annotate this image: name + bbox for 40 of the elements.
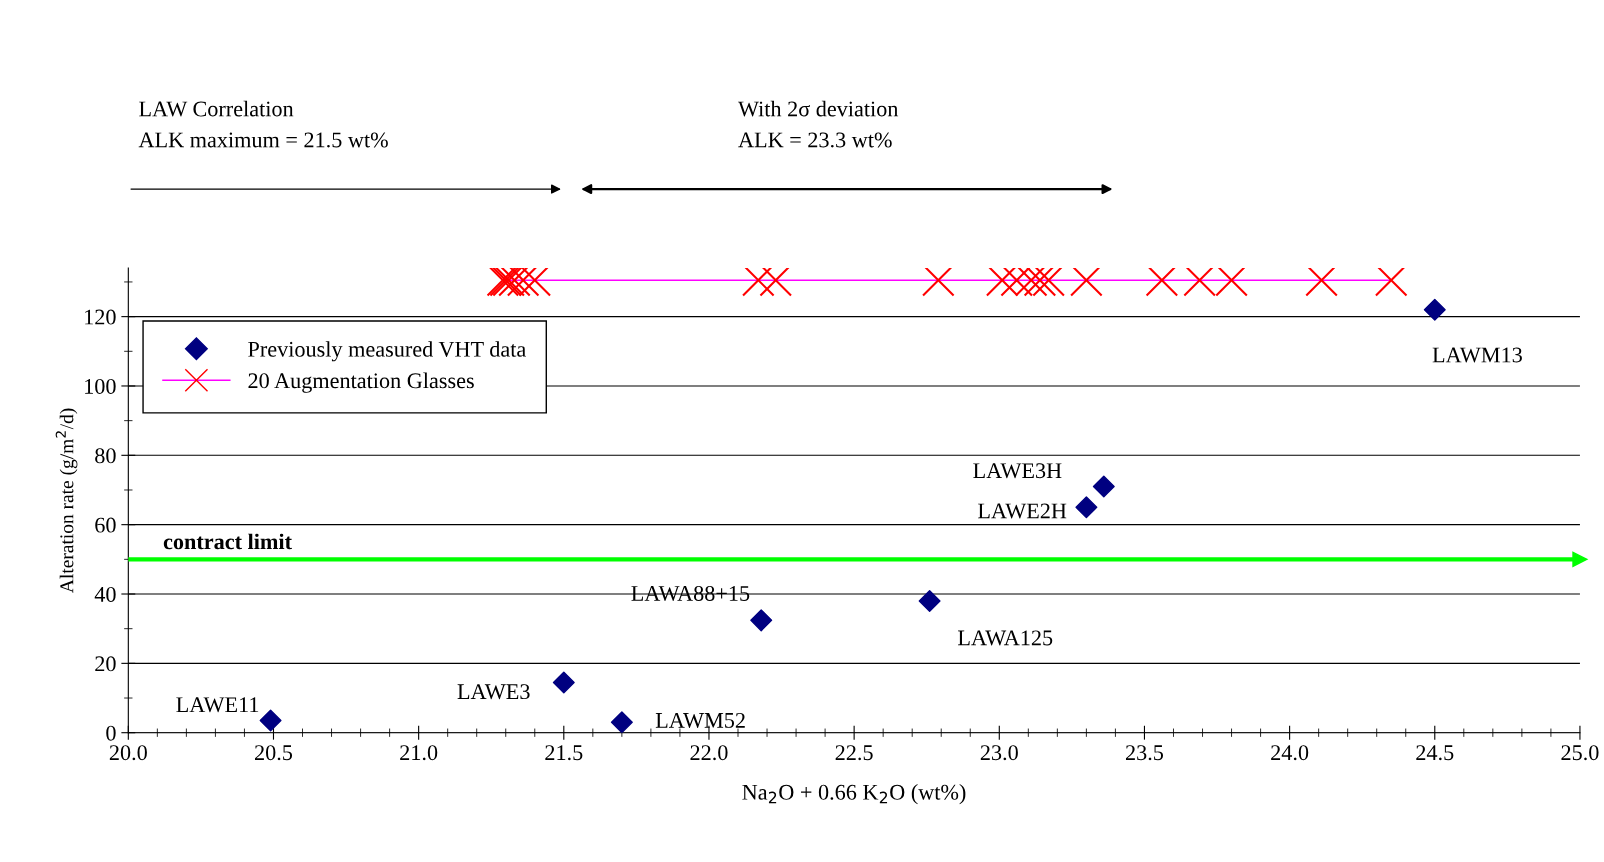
y-tick-label: 80 xyxy=(95,448,116,464)
point xyxy=(610,711,633,733)
annotation: LAWE2H xyxy=(978,503,1067,519)
x-tick-label: 25.0 xyxy=(1561,745,1599,761)
annotation: LAWA88+15 xyxy=(631,585,750,602)
x-tick-label: 24.5 xyxy=(1416,745,1454,761)
text: With 2σ deviation ALK = 23.3 wt% xyxy=(738,100,899,148)
x-tick-label: 20.5 xyxy=(255,745,293,761)
annotation: LAWE11 xyxy=(176,697,259,713)
x-tick-label: 21.5 xyxy=(545,745,583,761)
annotation: LAWE3 xyxy=(457,684,530,700)
x-tick-label: 21.0 xyxy=(400,745,438,761)
y-tick-label: 120 xyxy=(85,309,116,325)
ref-line-label: contract limit xyxy=(163,533,292,550)
y-tick-label: 40 xyxy=(94,586,116,602)
text: LAW Correlation ALK maximum = 21.5 wt% xyxy=(138,100,388,148)
annotation: LAWM52 xyxy=(655,712,745,728)
annotation: LAWA125 xyxy=(958,630,1053,646)
y-tick-label: 60 xyxy=(95,517,116,533)
point xyxy=(552,671,575,694)
x-tick-label: 22.5 xyxy=(835,745,873,761)
point xyxy=(918,589,941,612)
point xyxy=(1092,475,1115,498)
y-tick-label: 0 xyxy=(106,725,116,741)
y-axis-title: Alteration rate (g/m$^{2}$/d) xyxy=(55,408,78,593)
y-tick-label: 20 xyxy=(95,656,116,672)
annotation: LAWM13 xyxy=(1432,347,1522,363)
annotation: LAWE3H xyxy=(973,463,1062,479)
x-tick-label: 22.0 xyxy=(690,745,728,761)
x-axis-title: Na$_{2}$O + 0.66 K$_{2}$O (wt%) xyxy=(742,784,966,805)
point xyxy=(259,709,282,732)
legend-label: Previously measured VHT data xyxy=(248,341,526,362)
point xyxy=(750,609,773,632)
x-tick-label: 24.0 xyxy=(1271,745,1309,761)
x-tick-label: 23.5 xyxy=(1125,745,1164,761)
y-tick-label: 100 xyxy=(85,378,116,394)
point xyxy=(1075,496,1098,519)
x-tick-label: 23.0 xyxy=(980,745,1018,761)
x-tick-label: 20.0 xyxy=(109,745,147,761)
legend-label: 20 Augmentation Glasses xyxy=(248,372,474,393)
